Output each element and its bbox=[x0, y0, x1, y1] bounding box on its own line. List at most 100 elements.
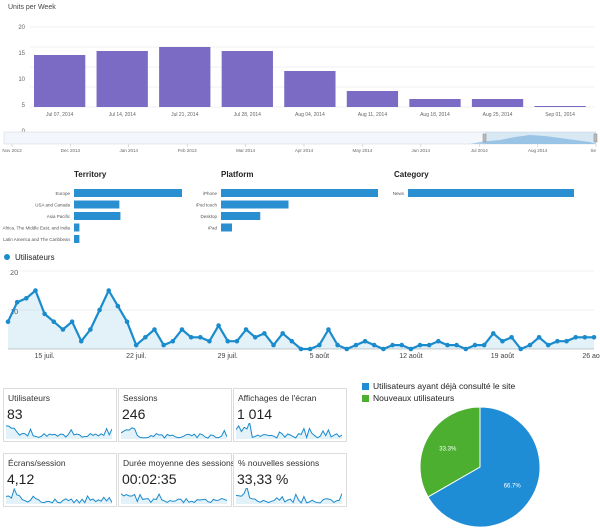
users-point bbox=[390, 342, 395, 348]
stat-sparkline bbox=[121, 427, 227, 439]
users-point bbox=[289, 338, 295, 344]
users-point bbox=[564, 338, 569, 344]
units-y-tick: 5 bbox=[22, 103, 26, 109]
users-point bbox=[271, 342, 276, 348]
units-bar bbox=[409, 99, 461, 107]
units-x-label: Jul 07, 2014 bbox=[46, 112, 73, 118]
users-point bbox=[51, 319, 57, 324]
users-point bbox=[115, 303, 121, 309]
navigator-tick-label: Jan 2014 bbox=[120, 148, 139, 153]
stat-label: Écrans/session bbox=[8, 458, 66, 468]
units-chart-title: Units per Week bbox=[8, 4, 56, 11]
navigator-tick-label: Jul 2014 bbox=[471, 148, 489, 153]
units-bar bbox=[159, 47, 211, 107]
category-title: Category bbox=[394, 170, 429, 179]
units-y-tick: 15 bbox=[18, 51, 25, 57]
users-point bbox=[454, 342, 459, 348]
users-point bbox=[280, 331, 285, 336]
stat-card-affichages[interactable]: Affichages de l'écran 1 014 bbox=[233, 388, 347, 442]
users-legend-label: Utilisateurs bbox=[15, 253, 55, 262]
stat-card-sessions[interactable]: Sessions 246 bbox=[118, 388, 232, 442]
users-y-tick: 20 bbox=[10, 268, 18, 277]
pie-legend-new: Nouveaux utilisateurs bbox=[362, 393, 454, 403]
users-point bbox=[426, 342, 432, 348]
stat-card-ecrans-session[interactable]: Écrans/session 4,12 bbox=[3, 453, 117, 507]
users-point bbox=[381, 346, 386, 352]
users-point bbox=[536, 335, 542, 340]
units-bar bbox=[346, 91, 399, 107]
time-range-navigator[interactable]: Nov 2013 Dec 2013 Jan 2014 Feb 2014 Mar 2014… bbox=[0, 128, 600, 158]
users-point bbox=[490, 331, 496, 336]
users-line-chart: Utilisateurs 20 10 15 juil. 22 juil. 29 ju… bbox=[4, 253, 600, 360]
users-point bbox=[88, 327, 93, 332]
users-point bbox=[371, 342, 377, 348]
stat-card-utilisateurs[interactable]: Utilisateurs 83 bbox=[3, 388, 117, 442]
breakdown-label: iPhone bbox=[203, 191, 218, 196]
users-point bbox=[152, 327, 157, 332]
users-point bbox=[591, 335, 597, 340]
stat-value: 246 bbox=[122, 406, 146, 422]
users-point bbox=[143, 335, 148, 340]
users-point bbox=[188, 335, 194, 340]
navigator-area bbox=[4, 135, 596, 144]
stat-label: Sessions bbox=[123, 393, 158, 403]
navigator-right-handle[interactable] bbox=[593, 133, 598, 143]
users-point bbox=[509, 335, 514, 340]
stat-sparkline bbox=[236, 488, 342, 504]
units-y-axis: 20 15 10 5 0 bbox=[18, 25, 25, 135]
stat-card-duree-moyenne[interactable]: Durée moyenne des sessions 00:02:35 bbox=[118, 453, 235, 507]
users-point bbox=[436, 338, 441, 344]
units-bar bbox=[34, 55, 86, 107]
breakdown-bar bbox=[74, 212, 121, 220]
breakdown-bar bbox=[74, 223, 80, 232]
legend-label: Utilisateurs ayant déjà consulté le site bbox=[373, 381, 516, 391]
users-point bbox=[298, 346, 304, 352]
breakdown-bar bbox=[221, 212, 261, 220]
breakdown-label: Europe bbox=[55, 191, 70, 196]
users-point bbox=[124, 319, 130, 324]
users-point bbox=[317, 342, 322, 348]
users-point bbox=[216, 323, 221, 328]
navigator-tick-label: Jun 2014 bbox=[412, 148, 431, 153]
users-point bbox=[472, 342, 478, 348]
units-bar bbox=[534, 106, 586, 107]
breakdown-bar bbox=[221, 200, 289, 209]
sparkline-line bbox=[236, 488, 342, 504]
breakdown-bars: Europe USA and Canada Asia Pacific Africa, … bbox=[3, 189, 574, 243]
sparkline-area bbox=[236, 423, 342, 439]
users-point bbox=[207, 338, 212, 344]
users-point bbox=[481, 342, 487, 348]
navigator-tick-label: Mar 2014 bbox=[236, 148, 256, 153]
users-point bbox=[555, 338, 560, 344]
users-point bbox=[60, 327, 66, 332]
users-point bbox=[106, 288, 112, 293]
navigator-selection[interactable] bbox=[485, 132, 596, 144]
platform-title: Platform bbox=[221, 170, 253, 179]
stat-sparkline bbox=[6, 488, 112, 504]
stat-sparkline bbox=[121, 492, 227, 504]
sparkline-area bbox=[6, 489, 112, 504]
users-point bbox=[170, 338, 176, 344]
units-bar bbox=[471, 99, 524, 107]
users-point bbox=[545, 342, 551, 348]
units-x-label: Aug 11, 2014 bbox=[358, 112, 388, 118]
users-point bbox=[97, 307, 102, 313]
stat-card-nouvelles-sessions[interactable]: % nouvelles sessions 33,33 % bbox=[233, 453, 347, 507]
stat-label: Affichages de l'écran bbox=[238, 393, 317, 403]
users-point bbox=[399, 342, 405, 348]
sparkline-line bbox=[121, 427, 227, 439]
units-bar bbox=[221, 51, 273, 107]
users-point bbox=[78, 338, 84, 344]
users-point bbox=[573, 335, 578, 340]
users-x-label: 26 août bbox=[582, 353, 600, 360]
users-point bbox=[408, 346, 414, 352]
users-point bbox=[353, 342, 359, 348]
sparkline-line bbox=[6, 488, 112, 504]
users-point bbox=[5, 319, 11, 324]
users-y-tick: 10 bbox=[10, 307, 18, 316]
breakdown-label: Latin America and The Caribbean bbox=[3, 237, 70, 242]
navigator-left-handle[interactable] bbox=[482, 133, 487, 143]
sparkline-line bbox=[236, 423, 342, 439]
sparkline-area bbox=[121, 493, 227, 504]
users-point bbox=[463, 346, 469, 352]
